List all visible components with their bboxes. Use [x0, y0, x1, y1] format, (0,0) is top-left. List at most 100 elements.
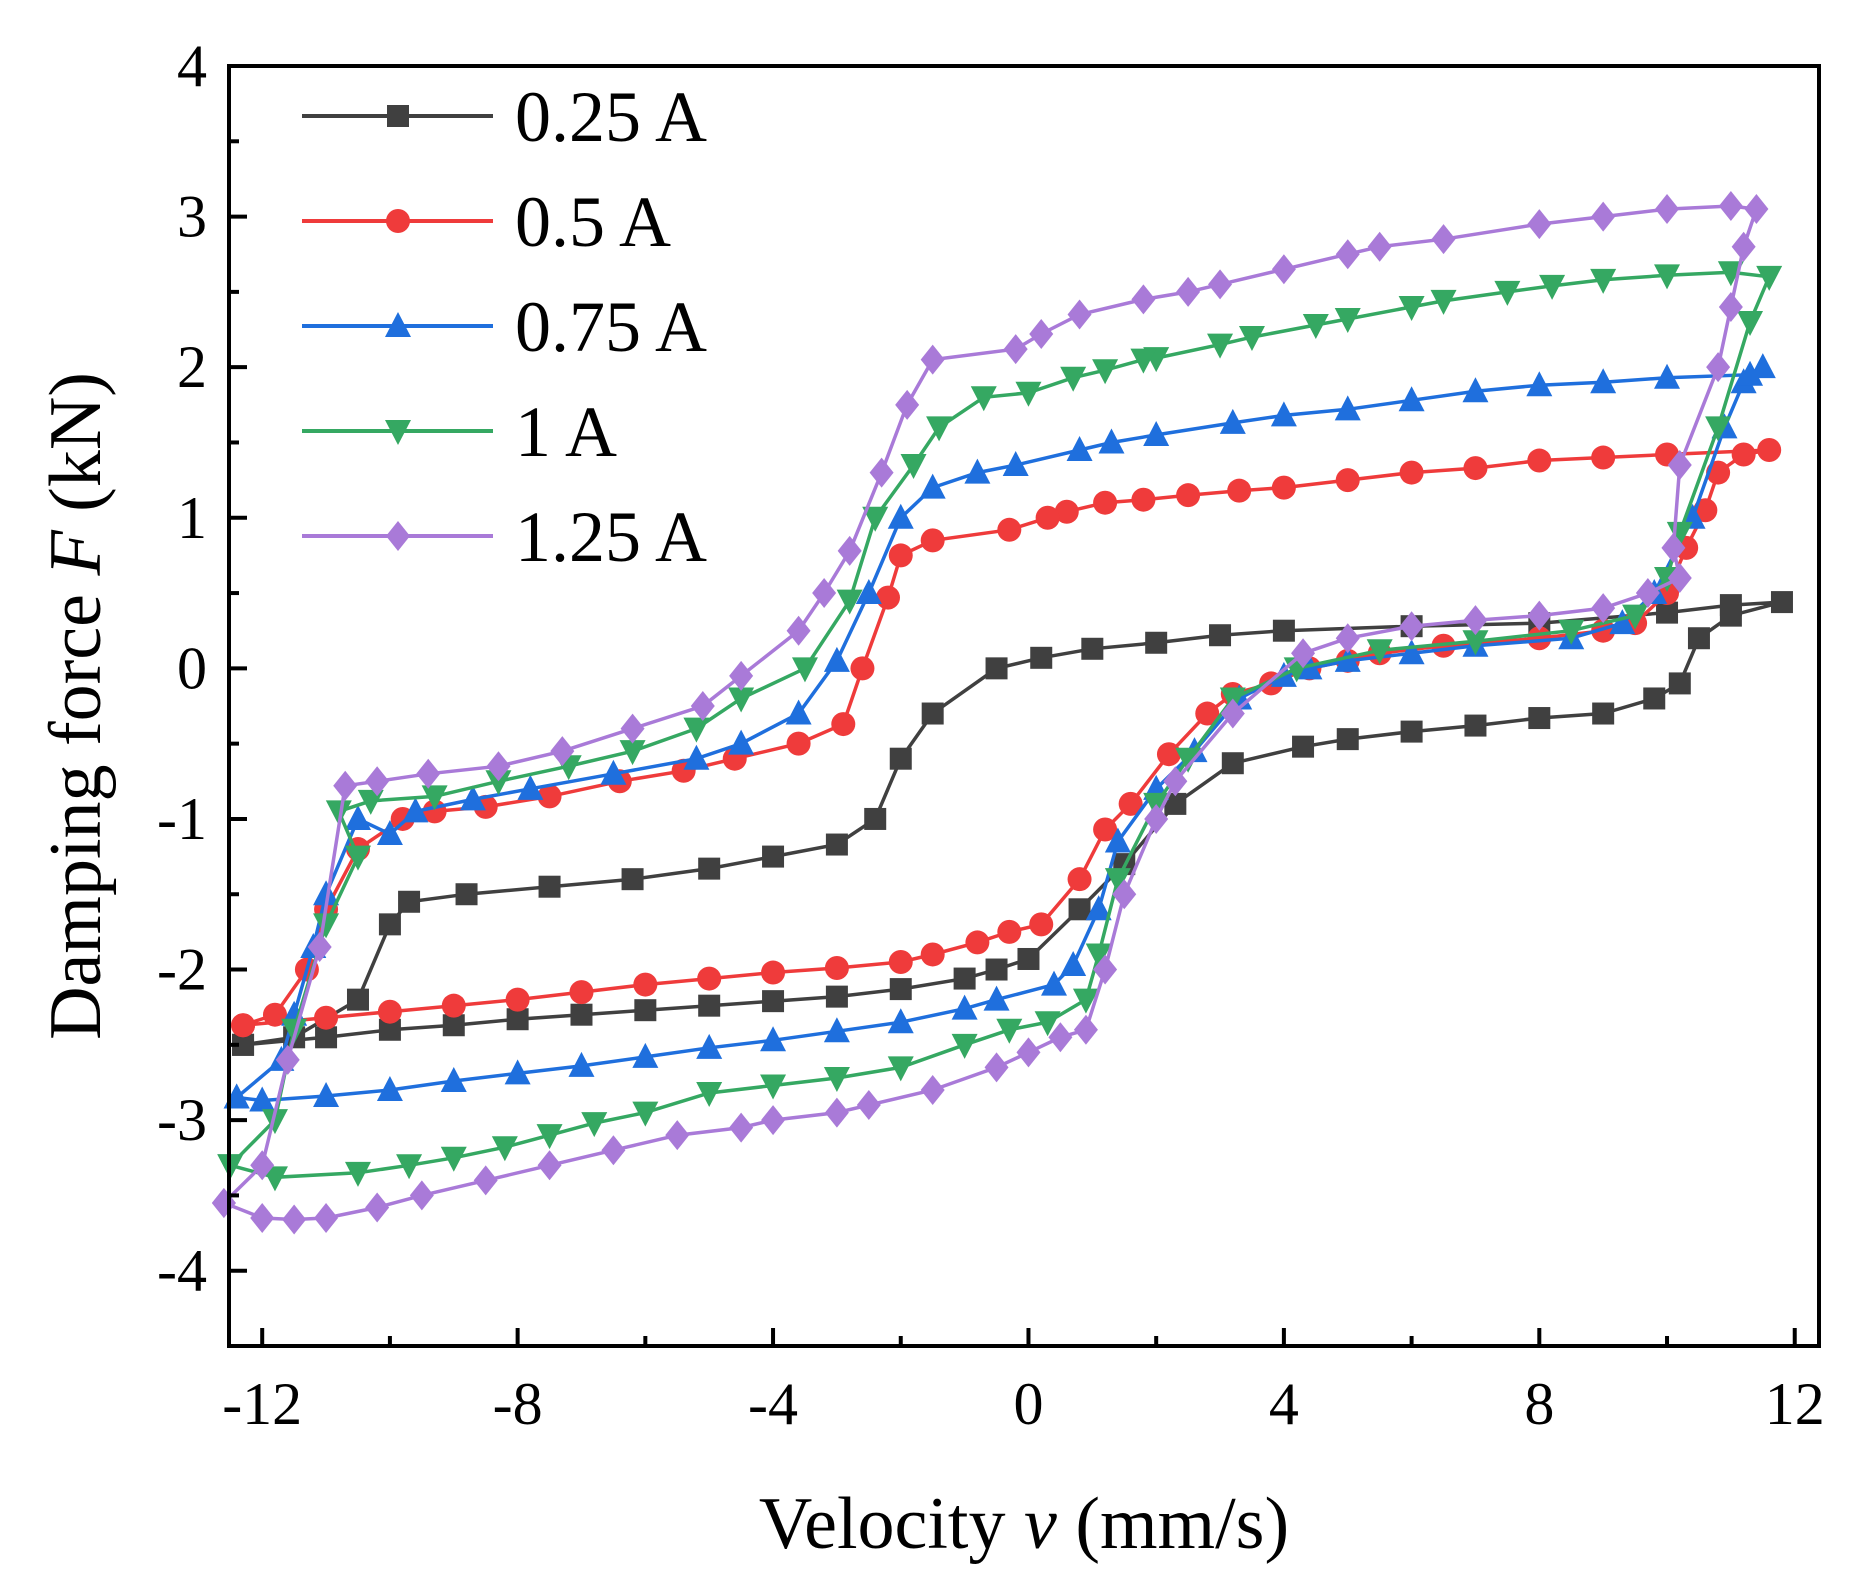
data-point-diamond: [1718, 191, 1743, 222]
series-line: [222, 204, 1759, 1222]
data-point-triangle-up: [760, 1026, 787, 1052]
data-point-diamond: [1667, 450, 1692, 481]
data-point-triangle-down: [1015, 381, 1042, 407]
data-point-square: [1081, 637, 1104, 660]
data-point-square: [985, 657, 1008, 680]
data-point-diamond: [729, 1112, 754, 1143]
data-point-square: [889, 747, 912, 770]
data-point-triangle-down: [396, 1154, 423, 1180]
data-point-triangle-up: [1737, 360, 1764, 386]
data-point-diamond: [729, 660, 754, 691]
data-point-triangle-down: [1034, 1011, 1061, 1037]
data-point-diamond: [333, 770, 358, 801]
data-point-triangle-down: [683, 717, 710, 743]
data-point-diamond: [620, 713, 645, 744]
data-point-triangle-down: [760, 1074, 787, 1100]
data-point-circle: [1757, 438, 1782, 462]
data-point-triangle-down: [536, 1124, 563, 1150]
data-point-square: [378, 1018, 401, 1041]
data-point-triangle-down: [1622, 604, 1649, 630]
data-point-diamond: [1744, 194, 1769, 225]
data-point-triangle-down: [1398, 295, 1425, 321]
data-point-diamond: [1667, 563, 1692, 593]
data-point-triangle-down: [581, 1112, 608, 1138]
data-point-triangle-up: [1098, 428, 1125, 454]
x-tick-label: -12: [222, 1371, 302, 1437]
data-point-circle: [965, 930, 990, 955]
legend-entry: 0.25 A: [302, 77, 707, 157]
data-point-square: [1336, 728, 1359, 751]
data-point-diamond: [486, 751, 511, 782]
data-point-diamond: [761, 1105, 786, 1136]
data-point-circle: [761, 960, 786, 985]
data-point-triangle-down: [1207, 333, 1234, 359]
data-point-circle: [1093, 817, 1118, 842]
data-point-diamond: [1661, 532, 1686, 563]
data-point-triangle-up: [1590, 368, 1617, 394]
data-point-triangle-down: [1539, 274, 1566, 300]
y-tick-label: -4: [157, 1238, 207, 1304]
data-point-square: [1592, 702, 1615, 725]
data-point-square: [1145, 631, 1168, 654]
data-point-diamond: [1067, 299, 1092, 330]
data-point-circle: [537, 784, 562, 809]
data-point-triangle-up: [376, 820, 403, 845]
y-tick-label: 4: [177, 33, 207, 99]
data-point-circle: [1271, 475, 1296, 500]
data-point-circle: [920, 942, 945, 967]
series-0-5-A: [231, 438, 1782, 1038]
data-point-square: [1272, 619, 1295, 642]
data-point-triangle-up: [1002, 451, 1029, 477]
data-point-triangle-up: [459, 785, 486, 811]
data-point-triangle-up: [1270, 401, 1297, 427]
data-point-circle: [1176, 483, 1201, 508]
data-point-diamond: [601, 1135, 626, 1166]
data-point-triangle-up: [600, 759, 627, 785]
data-point-triangle-up: [1609, 609, 1636, 635]
data-point-diamond: [837, 535, 862, 566]
data-point-square: [1770, 591, 1793, 614]
data-point-triangle-down: [791, 657, 818, 683]
data-point-square: [985, 958, 1008, 981]
data-point-diamond: [824, 1097, 849, 1128]
data-point-triangle-down: [696, 1082, 723, 1108]
data-point-square: [889, 978, 912, 1001]
data-point-circle: [1054, 499, 1079, 524]
data-point-circle: [441, 993, 466, 1018]
data-point-triangle-down: [728, 687, 755, 713]
data-point-diamond: [1016, 1037, 1041, 1068]
data-point-diamond: [1163, 766, 1188, 797]
legend-label: 0.25 A: [515, 77, 707, 157]
data-point-diamond: [1112, 879, 1137, 910]
data-point-square: [346, 988, 369, 1011]
data-point-triangle-down: [1334, 307, 1361, 333]
data-point-square: [1221, 752, 1244, 775]
data-point-triangle-down: [887, 1056, 914, 1082]
data-point-diamond: [1591, 593, 1616, 624]
data-point-diamond: [1144, 803, 1169, 834]
y-tick-label: -1: [157, 786, 207, 852]
data-point-circle: [997, 919, 1022, 944]
data-point-triangle-down: [1654, 264, 1681, 290]
data-point-square: [1528, 707, 1551, 730]
data-point-square: [921, 702, 944, 725]
data-point-triangle-up: [1398, 386, 1425, 412]
data-point-circle: [997, 517, 1022, 542]
data-point-diamond: [1527, 600, 1552, 631]
data-point-diamond: [690, 691, 715, 721]
data-point-square: [1687, 627, 1710, 650]
data-point-diamond: [550, 736, 575, 767]
data-point-triangle-up: [728, 729, 755, 755]
data-point-square: [506, 1008, 529, 1031]
data-point-diamond: [1463, 605, 1488, 636]
data-point-square: [825, 833, 848, 856]
data-point-triangle-up: [440, 1066, 467, 1092]
data-point-diamond: [1335, 623, 1360, 654]
data-point-circle: [1463, 456, 1488, 481]
data-point-triangle-up: [887, 1008, 914, 1034]
data-point-triangle-down: [1092, 359, 1119, 385]
data-point-triangle-down: [421, 785, 448, 811]
data-point-circle: [888, 543, 913, 568]
data-point-circle: [1093, 490, 1118, 515]
